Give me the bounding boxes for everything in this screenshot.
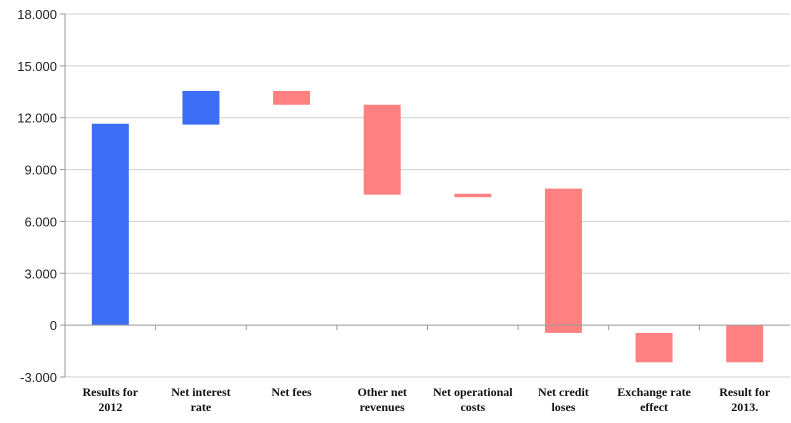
y-tick-label: 3.000 [24, 266, 57, 281]
bar-7 [635, 332, 673, 363]
bars [91, 90, 764, 363]
gridlines [60, 13, 790, 378]
y-tick-label: 12.000 [17, 111, 57, 126]
x-category-label: Other net revenues [357, 385, 406, 414]
x-category-label: Net credit loses [538, 385, 589, 414]
x-category-label-line: loses [551, 400, 575, 414]
x-category-label-line: effect [640, 400, 668, 414]
bar-2 [182, 90, 220, 125]
axes [64, 14, 790, 377]
x-category-label-line: revenues [360, 400, 405, 414]
x-category-label-line: Other net [357, 385, 406, 399]
bar-1 [91, 123, 129, 326]
x-category-label: Net operational costs [433, 385, 513, 414]
x-category-label-line: 2012 [98, 400, 122, 414]
y-tick-label: 9.000 [24, 163, 57, 178]
y-tick-label: -3.000 [20, 370, 57, 385]
x-category-label-line: Net fees [271, 385, 312, 399]
x-category-label-line: Net credit [538, 385, 589, 399]
bar-8 [726, 325, 764, 363]
x-axis-category-labels: Results for 2012 Net interest rate Net fees O… [82, 385, 770, 414]
x-category-label-line: Exchange rate [617, 385, 691, 399]
x-category-label-line: Result for [719, 385, 771, 399]
x-category-label: Result for 2013. [719, 385, 771, 414]
x-category-label-line: Net operational [433, 385, 513, 399]
y-tick-label: 0 [50, 318, 57, 333]
x-category-label-line: Net interest [171, 385, 230, 399]
x-category-label: Net interest rate [171, 385, 230, 414]
x-category-label-line: 2013. [731, 400, 758, 414]
x-category-label: Results for 2012 [82, 385, 138, 414]
x-category-label-line: costs [460, 400, 485, 414]
bar-6 [544, 188, 582, 333]
x-category-label-line: Results for [82, 385, 138, 399]
x-category-label: Net fees [271, 385, 312, 399]
x-category-label: Exchange rate effect [617, 385, 691, 414]
y-tick-label: 15.000 [17, 59, 57, 74]
bar-5 [454, 193, 492, 198]
bar-3 [273, 90, 311, 105]
bar-4 [363, 104, 401, 195]
y-tick-label: 6.000 [24, 214, 57, 229]
y-axis-tick-labels: -3.000 0 3.000 6.000 9.000 12.000 15.000 18.000 [17, 7, 57, 385]
x-category-label-line: rate [191, 400, 212, 414]
y-tick-label: 18.000 [17, 7, 57, 22]
